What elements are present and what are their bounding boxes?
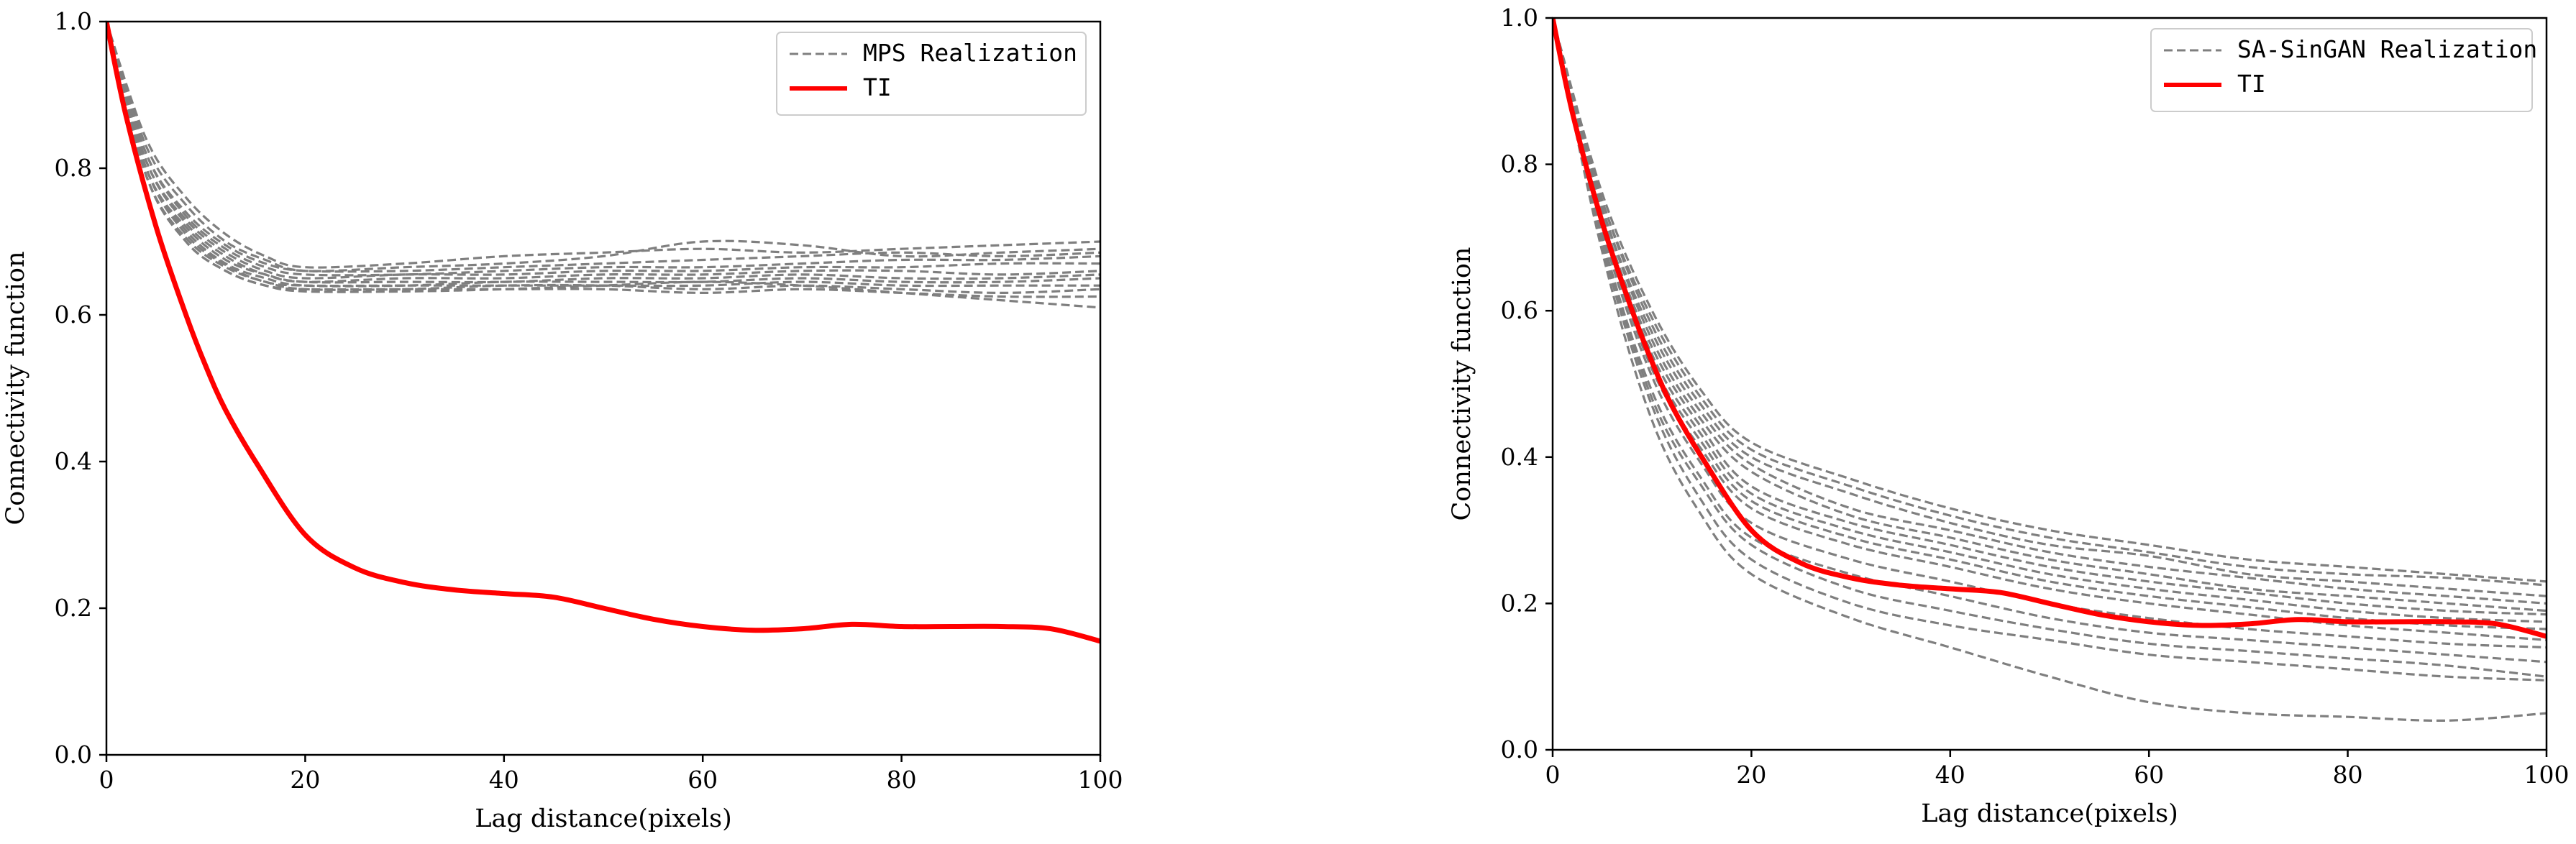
series-layer xyxy=(1553,18,2547,723)
series-line-realization-1 xyxy=(106,22,1100,272)
y-axis-label: Connectivity function xyxy=(1448,247,1476,521)
tick-layer: 0 20 40 60 80 100 0.0 0.2 0.4 0.6 0.8 1.0 xyxy=(1501,4,2570,789)
y-tick-label: 0.4 xyxy=(1501,443,1538,471)
series-line-realization-7 xyxy=(106,22,1100,288)
series-line-realization-0 xyxy=(106,22,1100,269)
series-line-ti xyxy=(1553,18,2547,639)
x-tick-label: 20 xyxy=(290,766,320,794)
x-tick-label: 100 xyxy=(2524,761,2570,789)
series-line-realization-3 xyxy=(1553,18,2547,605)
x-tick-label: 40 xyxy=(1935,761,1965,789)
series-line-realization-1 xyxy=(1553,18,2547,587)
x-tick-label: 0 xyxy=(99,766,114,794)
axes-frame xyxy=(1551,17,2548,751)
series-line-realization-11 xyxy=(106,22,1100,309)
y-tick-label: 1.0 xyxy=(55,7,92,35)
series-line-realization-8 xyxy=(106,22,1100,288)
x-tick-label: 80 xyxy=(887,766,917,794)
series-line-realization-8 xyxy=(1553,18,2547,641)
y-tick-label: 0.0 xyxy=(55,740,92,769)
x-tick-label: 80 xyxy=(2333,761,2363,789)
x-axis-label: Lag distance(pixels) xyxy=(475,804,732,833)
mps-connectivity-chart: 0 20 40 60 80 100 0.0 0.2 0.4 0.6 0.8 1.0 Lag dista… xyxy=(1,7,1123,833)
series-line-realization-0 xyxy=(1553,18,2547,583)
legend-box xyxy=(776,32,1087,116)
y-tick-label: 0.2 xyxy=(1501,589,1538,617)
x-tick-label: 20 xyxy=(1736,761,1766,789)
x-tick-label: 0 xyxy=(1545,761,1561,789)
y-tick-label: 0.8 xyxy=(1501,150,1538,178)
series-line-realization-4 xyxy=(106,22,1100,280)
y-tick-label: 0.4 xyxy=(55,447,92,475)
y-axis-label: Connectivity function xyxy=(1,252,30,526)
legend-ti-label: TI xyxy=(2237,70,2266,98)
legend-box xyxy=(2150,28,2533,112)
series-line-realization-5 xyxy=(1553,18,2547,616)
series-line-ti xyxy=(106,22,1100,644)
series-line-realization-4 xyxy=(1553,18,2547,613)
series-line-realization-12 xyxy=(1553,18,2547,682)
legend-realization-label: SA-SinGAN Realization xyxy=(2237,35,2537,63)
y-tick-label: 0.8 xyxy=(55,154,92,182)
series-line-realization-11 xyxy=(1553,18,2547,678)
series-line-realization-10 xyxy=(1553,18,2547,664)
legend-realization-label: MPS Realization xyxy=(863,39,1077,67)
series-line-realization-2 xyxy=(106,22,1100,273)
x-axis-label: Lag distance(pixels) xyxy=(1921,799,2178,828)
series-line-realization-9 xyxy=(1553,18,2547,649)
legend-ti-label: TI xyxy=(863,73,892,101)
y-tick-label: 0.2 xyxy=(55,594,92,622)
series-line-realization-13 xyxy=(1553,18,2547,723)
series-line-realization-9 xyxy=(106,22,1100,294)
legend: MPS Realization TI xyxy=(776,32,1087,116)
x-tick-label: 40 xyxy=(489,766,519,794)
sa-singan-connectivity-chart: 0 20 40 60 80 100 0.0 0.2 0.4 0.6 0.8 1.0 Lag dista… xyxy=(1448,4,2570,828)
y-tick-label: 0.6 xyxy=(1501,296,1538,324)
x-tick-label: 60 xyxy=(2134,761,2164,789)
y-tick-label: 0.6 xyxy=(55,301,92,329)
tick-layer: 0 20 40 60 80 100 0.0 0.2 0.4 0.6 0.8 1.0 xyxy=(55,7,1123,794)
x-tick-label: 100 xyxy=(1078,766,1123,794)
y-tick-label: 1.0 xyxy=(1501,4,1538,32)
x-tick-label: 60 xyxy=(688,766,718,794)
series-line-realization-5 xyxy=(106,22,1100,283)
y-tick-label: 0.0 xyxy=(1501,735,1538,763)
axes-frame xyxy=(105,20,1102,756)
series-line-realization-3 xyxy=(106,22,1100,277)
series-line-realization-2 xyxy=(1553,18,2547,597)
legend: SA-SinGAN Realization TI xyxy=(2150,28,2537,112)
series-layer xyxy=(106,22,1100,644)
